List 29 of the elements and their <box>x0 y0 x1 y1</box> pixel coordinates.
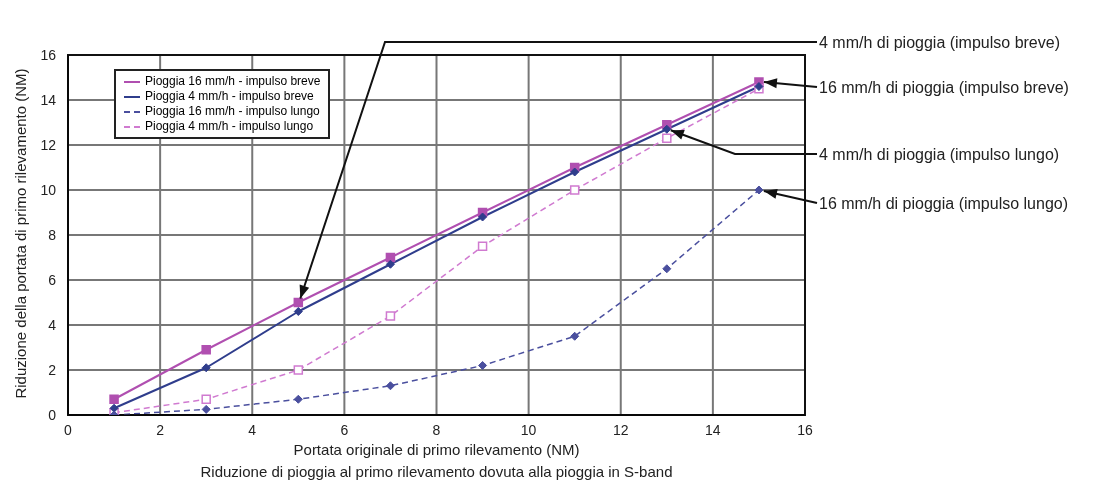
x-tick-label: 6 <box>340 421 349 438</box>
y-tick-label: 0 <box>48 406 57 423</box>
x-tick-label: 2 <box>156 421 165 438</box>
legend-label: Pioggia 4 mm/h - impulso breve <box>145 89 314 104</box>
legend-label: Pioggia 4 mm/h - impulso lungo <box>145 119 314 134</box>
x-tick-label: 12 <box>612 421 629 438</box>
x-tick-label: 16 <box>797 421 813 438</box>
y-tick-label: 8 <box>48 226 57 243</box>
annotation: 4 mm/h di pioggia (impulso breve) <box>819 34 1060 51</box>
y-tick-label: 16 <box>40 46 57 63</box>
x-tick-label: 4 <box>248 421 257 438</box>
legend-label: Pioggia 16 mm/h - impulso breve <box>145 74 321 89</box>
x-tick-label: 8 <box>432 421 441 438</box>
y-tick-label: 6 <box>48 271 57 288</box>
y-tick-label: 10 <box>40 181 57 198</box>
annotation: 16 mm/h di pioggia (impulso lungo) <box>819 195 1069 212</box>
y-tick-label: 12 <box>40 136 57 153</box>
legend-label: Pioggia 16 mm/h - impulso lungo <box>145 104 320 119</box>
y-tick-label: 14 <box>40 91 57 108</box>
annotation: 16 mm/h di pioggia (impulso breve) <box>819 79 1069 96</box>
x-tick-label: 0 <box>64 421 73 438</box>
annotation: 4 mm/h di pioggia (impulso lungo) <box>819 146 1060 163</box>
x-tick-label: 14 <box>705 421 721 438</box>
text: Riduzione di pioggia al primo rilevamento dovuta alla pioggia in S-band <box>199 463 674 480</box>
y-tick-label: 4 <box>48 316 57 333</box>
x-axis-title: Portata originale di primo rilevamento (NM) <box>292 441 581 458</box>
y-axis-title: Riduzione della portata di primo rilevamento (NM) <box>11 67 29 401</box>
y-tick-label: 2 <box>48 361 57 378</box>
x-tick-label: 10 <box>520 421 537 438</box>
